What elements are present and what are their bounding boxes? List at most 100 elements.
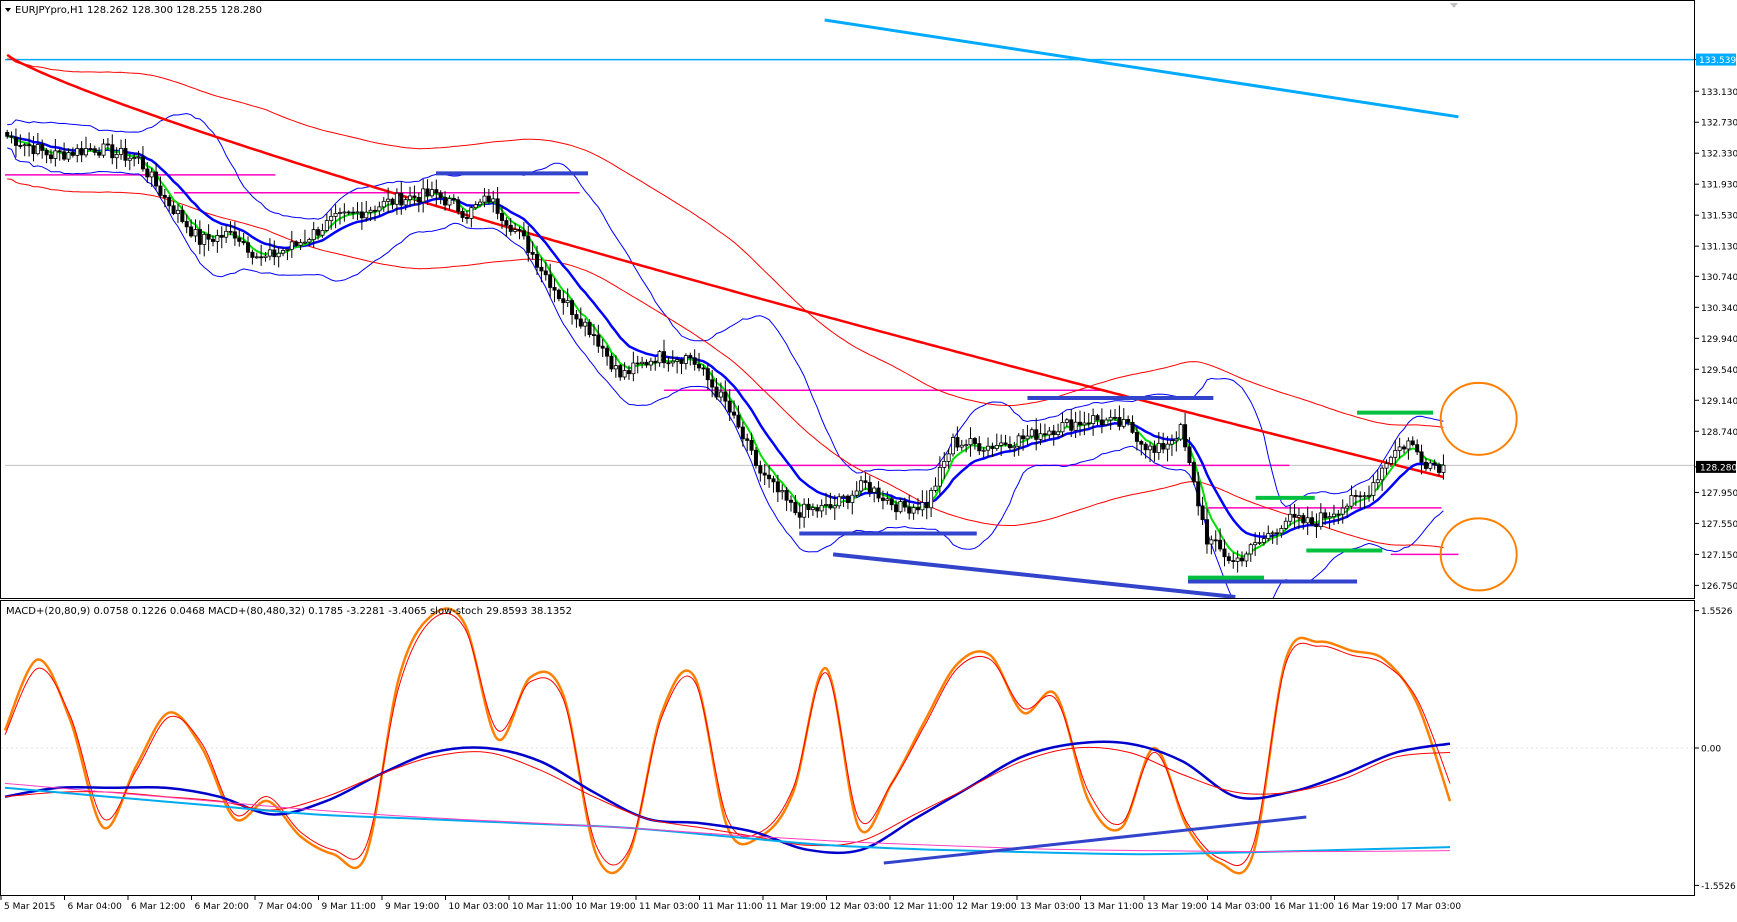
candle-body bbox=[390, 198, 395, 205]
candle-body bbox=[736, 414, 741, 428]
candle-body bbox=[53, 150, 58, 159]
candle-body bbox=[1244, 553, 1249, 562]
candle-body bbox=[622, 370, 627, 378]
candle-body bbox=[697, 364, 702, 369]
candle-body bbox=[184, 221, 189, 228]
candle-body bbox=[631, 362, 636, 375]
candle-body bbox=[1069, 419, 1074, 431]
candle-body bbox=[114, 153, 119, 159]
candle-body bbox=[548, 274, 553, 288]
time-tick-label: 12 Mar 19:00 bbox=[957, 902, 1017, 912]
candle-body bbox=[456, 199, 461, 212]
trend-segment bbox=[832, 552, 1236, 598]
mid-moving-average bbox=[7, 135, 1444, 539]
candle-body bbox=[504, 220, 509, 226]
indicator-header: MACD+(20,80,9) 0.0758 0.1226 0.0468 MACD… bbox=[6, 606, 572, 617]
indicator-series-line bbox=[4, 782, 1451, 853]
candle-body bbox=[1235, 557, 1240, 562]
candle-body bbox=[859, 480, 864, 492]
candle-body bbox=[828, 504, 833, 509]
candle-body bbox=[44, 150, 49, 156]
candle-body bbox=[416, 197, 421, 203]
candle-body bbox=[1323, 512, 1328, 519]
candle-body bbox=[1270, 532, 1275, 535]
candle-body bbox=[802, 503, 807, 518]
candle-body bbox=[854, 490, 859, 496]
candle-body bbox=[1152, 445, 1157, 453]
candle-body bbox=[753, 449, 758, 466]
candle-body bbox=[613, 365, 618, 370]
candle-body bbox=[447, 198, 452, 206]
indicator-tick-label: 1.5526 bbox=[1701, 607, 1733, 617]
candle-body bbox=[276, 252, 281, 258]
candle-body bbox=[88, 148, 93, 150]
candle-body bbox=[806, 503, 811, 510]
candle-body bbox=[1279, 528, 1284, 534]
price-tick-label: 130.740 bbox=[1701, 273, 1737, 283]
time-tick-label: 5 Mar 2015 bbox=[4, 902, 55, 912]
candle-body bbox=[399, 192, 404, 206]
candle-body bbox=[40, 144, 45, 151]
candle-body bbox=[1021, 435, 1026, 440]
candle-body bbox=[543, 270, 548, 276]
candle-body bbox=[1148, 445, 1153, 451]
candle-body bbox=[364, 211, 369, 219]
candle-body bbox=[929, 489, 934, 509]
candle-body bbox=[1099, 419, 1104, 425]
candle-body bbox=[1086, 422, 1091, 425]
candle-body bbox=[1358, 495, 1363, 498]
candle-body bbox=[434, 189, 439, 194]
candle-body bbox=[1375, 479, 1380, 484]
candle-body bbox=[924, 502, 929, 509]
candle-body bbox=[705, 368, 710, 381]
candle-body bbox=[1187, 446, 1192, 463]
price-tick-label: 133.130 bbox=[1701, 88, 1737, 98]
candle-body bbox=[1327, 516, 1332, 519]
candle-body bbox=[1038, 433, 1043, 440]
time-tick-label: 12 Mar 11:00 bbox=[893, 902, 953, 912]
candle-body bbox=[241, 240, 246, 244]
candle-body bbox=[66, 152, 71, 160]
time-tick-label: 6 Mar 12:00 bbox=[131, 902, 186, 912]
candle-body bbox=[981, 449, 986, 452]
candle-body bbox=[723, 391, 728, 402]
candle-body bbox=[1253, 542, 1258, 546]
candle-body bbox=[880, 497, 885, 501]
candle-body bbox=[1218, 539, 1223, 550]
candle-body bbox=[460, 210, 465, 218]
candle-body bbox=[1174, 438, 1179, 442]
candle-body bbox=[478, 201, 483, 206]
time-tick-label: 9 Mar 11:00 bbox=[322, 902, 377, 912]
candle-body bbox=[530, 252, 535, 255]
candle-body bbox=[1104, 419, 1109, 425]
candle-body bbox=[1397, 446, 1402, 451]
candle-body bbox=[583, 321, 588, 327]
candle-body bbox=[482, 195, 487, 203]
time-tick-label: 10 Mar 19:00 bbox=[576, 902, 636, 912]
symbol-menu-icon[interactable] bbox=[5, 8, 11, 12]
candle-body bbox=[1314, 523, 1319, 528]
candle-body bbox=[937, 466, 942, 487]
candle-body bbox=[237, 237, 242, 242]
candle-body bbox=[570, 300, 575, 315]
candle-body bbox=[1191, 462, 1196, 483]
candle-body bbox=[22, 144, 27, 147]
candle-body bbox=[149, 171, 154, 178]
candle-body bbox=[1126, 419, 1131, 423]
candle-body bbox=[1296, 515, 1301, 518]
candle-body bbox=[92, 148, 97, 153]
candle-body bbox=[1196, 481, 1201, 507]
time-tick-label: 11 Mar 19:00 bbox=[766, 902, 826, 912]
candle-body bbox=[1380, 467, 1385, 481]
price-tick-label: 129.540 bbox=[1701, 366, 1737, 376]
candle-body bbox=[867, 482, 872, 493]
time-tick-label: 16 Mar 11:00 bbox=[1274, 902, 1334, 912]
candle-body bbox=[145, 168, 150, 178]
candle-body bbox=[1283, 520, 1288, 529]
candle-body bbox=[1200, 505, 1205, 521]
candle-body bbox=[355, 211, 360, 214]
candle-body bbox=[219, 235, 224, 238]
candle-body bbox=[1121, 419, 1126, 427]
candle-body bbox=[215, 235, 220, 242]
candle-body bbox=[1226, 556, 1231, 561]
